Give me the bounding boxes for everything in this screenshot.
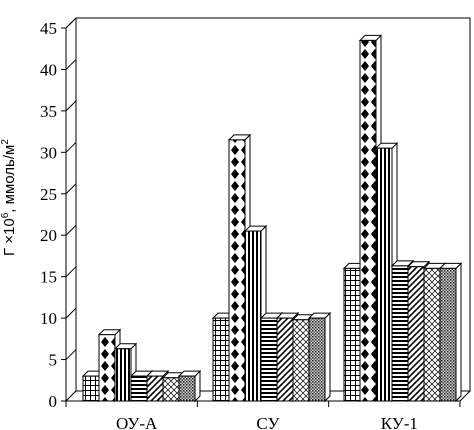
y-tick-label: 10 [40, 309, 57, 328]
gridline-side [65, 100, 77, 112]
bar-front [228, 139, 246, 402]
y-tick-label: 0 [49, 392, 58, 411]
side-wall-top [65, 17, 77, 29]
bar-front [162, 377, 180, 402]
gridline-side [65, 349, 77, 360]
bar-front [244, 230, 262, 402]
gridline-side [65, 224, 77, 236]
bar-front [359, 39, 377, 402]
y-axis-label-prefix: Г ×10 [1, 218, 18, 256]
bar-front [260, 317, 278, 402]
bar-front [276, 317, 294, 402]
y-tick-label: 5 [49, 351, 58, 370]
y-axis-label: Г ×106, ммоль/м2 [0, 139, 18, 256]
gridline-side [65, 59, 77, 70]
bars [81, 34, 463, 403]
bar [438, 262, 463, 403]
bar-front [212, 317, 230, 402]
bar-front [391, 265, 409, 402]
y-tick-label: 20 [40, 226, 57, 245]
gridline-side [65, 307, 77, 319]
bar-front [82, 375, 100, 402]
y-tick-label: 15 [40, 268, 57, 287]
bar-front [439, 267, 457, 402]
y-axis-label-exponent: 6 [0, 212, 11, 218]
bar-side [455, 262, 462, 403]
bar-front [114, 348, 132, 402]
bar-front [98, 334, 116, 402]
bar-front [178, 375, 196, 402]
y-tick-label: 40 [40, 60, 57, 79]
bar-front [407, 266, 425, 402]
x-category-label: КУ-1 [381, 414, 418, 430]
y-axis-label-unit-exponent: 2 [0, 139, 11, 145]
x-axis-categories: ОУ-А СУ КУ-1 [65, 401, 461, 430]
x-category-label: ОУ-А [116, 414, 158, 430]
bar [243, 224, 268, 403]
y-axis-label-unit: , ммоль/м [1, 145, 18, 213]
bar-side [324, 311, 331, 403]
bar-front [423, 267, 441, 402]
bar [307, 311, 332, 403]
x-category-label: СУ [256, 414, 280, 430]
bar-front [292, 319, 310, 402]
bar-front [146, 375, 164, 402]
bar-front [130, 375, 148, 402]
gridline-side [65, 183, 77, 195]
bar-front [375, 147, 393, 402]
gridline-side [65, 266, 77, 278]
bar-front [308, 317, 326, 402]
y-tick-label: 45 [40, 19, 57, 38]
y-axis-ticks: 0 5 10 15 20 25 30 35 40 45 [40, 19, 66, 411]
bar-front [343, 267, 361, 402]
y-tick-label: 25 [40, 185, 57, 204]
y-tick-label: 35 [40, 102, 57, 121]
y-tick-label: 30 [40, 143, 57, 162]
gridline-side [65, 141, 77, 153]
bar [177, 369, 202, 403]
